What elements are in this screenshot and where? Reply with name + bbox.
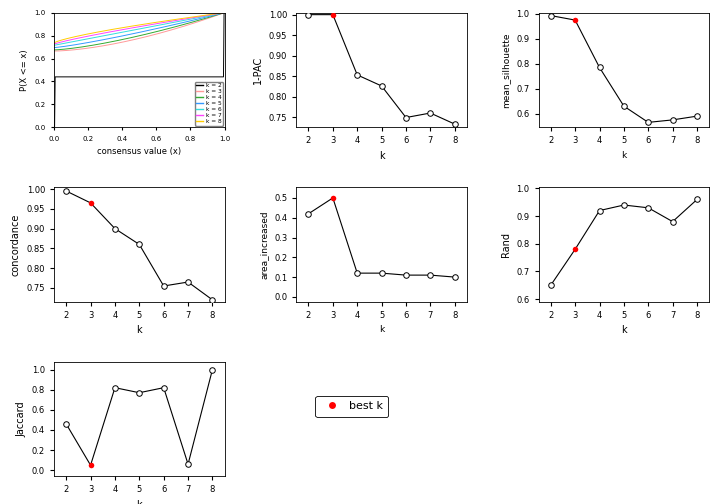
Y-axis label: area_increased: area_increased	[259, 210, 269, 279]
X-axis label: consensus value (x): consensus value (x)	[97, 147, 181, 156]
Legend: best k: best k	[315, 396, 388, 417]
X-axis label: k: k	[137, 500, 142, 504]
Y-axis label: mean_silhouette: mean_silhouette	[502, 32, 510, 108]
X-axis label: k: k	[379, 151, 384, 161]
X-axis label: k: k	[137, 326, 142, 335]
X-axis label: k: k	[379, 326, 384, 335]
X-axis label: k: k	[621, 151, 626, 160]
Y-axis label: 1-PAC: 1-PAC	[253, 56, 264, 84]
X-axis label: k: k	[621, 326, 626, 335]
Y-axis label: Rand: Rand	[500, 232, 510, 257]
Legend: k = 2, k = 3, k = 4, k = 5, k = 6, k = 7, k = 8: k = 2, k = 3, k = 4, k = 5, k = 6, k = 7…	[195, 82, 223, 125]
Y-axis label: P(X <= x): P(X <= x)	[20, 49, 29, 91]
Y-axis label: concordance: concordance	[11, 213, 21, 276]
Y-axis label: Jaccard: Jaccard	[16, 401, 26, 436]
